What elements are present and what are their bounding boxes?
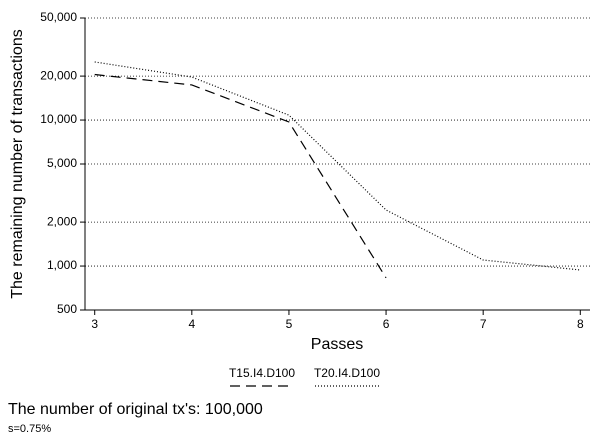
series-line [94,61,581,271]
y-tick-label: 500 [57,302,77,316]
x-tick-label: 7 [480,317,487,331]
x-tick-label: 6 [383,317,390,331]
y-tick-label: 20,000 [40,68,77,82]
x-tick-label: 4 [188,317,195,331]
annotation: s=0.75% [8,423,51,435]
y-tick-label: 10,000 [40,112,77,126]
x-tick-label: 8 [577,317,584,331]
x-tick-label: 3 [91,317,98,331]
y-tick-label: 5,000 [47,156,77,170]
y-tick-label: 50,000 [40,10,77,24]
series-line [94,73,387,279]
y-tick-label: 2,000 [47,214,77,228]
y-axis-label: The remaining number of transactions [9,29,26,298]
y-tick-label: 1,000 [47,258,77,272]
x-axis-label: Passes [311,336,363,353]
legend-label: T15.I4.D100 [229,366,295,380]
legend-label: T20.I4.D100 [314,366,380,380]
annotation: The number of original tx's: 100,000 [8,401,263,418]
x-tick-label: 5 [286,317,293,331]
